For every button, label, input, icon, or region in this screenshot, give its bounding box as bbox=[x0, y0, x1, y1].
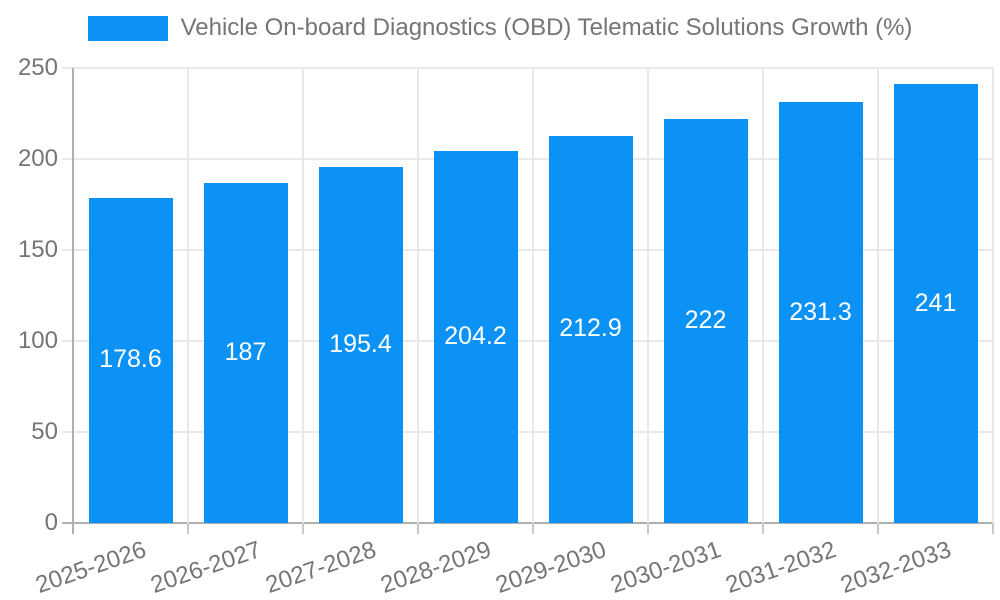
x-category-label: 2031-2032 bbox=[721, 536, 840, 599]
bar-value-label: 212.9 bbox=[559, 314, 622, 343]
x-tick bbox=[417, 523, 419, 534]
bar bbox=[203, 182, 288, 523]
bar bbox=[893, 84, 978, 523]
x-tick bbox=[187, 523, 189, 534]
bar-value-label: 178.6 bbox=[99, 345, 162, 374]
legend-label: Vehicle On-board Diagnostics (OBD) Telem… bbox=[180, 14, 913, 41]
legend-swatch bbox=[87, 15, 168, 41]
y-tick-label: 200 bbox=[17, 145, 58, 172]
bar bbox=[88, 197, 173, 523]
x-category-label: 2030-2031 bbox=[606, 536, 725, 599]
x-tick bbox=[877, 523, 879, 534]
bar bbox=[778, 102, 863, 523]
x-category-label: 2032-2033 bbox=[836, 536, 955, 599]
v-gridline bbox=[302, 68, 304, 523]
v-gridline bbox=[992, 68, 994, 523]
bar-value-label: 241 bbox=[914, 288, 957, 317]
x-category-label: 2028-2029 bbox=[376, 536, 495, 599]
bar-value-label: 187 bbox=[224, 337, 267, 366]
bar bbox=[433, 151, 518, 523]
y-tick-label: 100 bbox=[17, 327, 58, 354]
y-axis-line bbox=[72, 68, 74, 534]
x-category-label: 2026-2027 bbox=[146, 536, 265, 599]
v-gridline bbox=[647, 68, 649, 523]
chart-legend: Vehicle On-board Diagnostics (OBD) Telem… bbox=[0, 14, 1000, 42]
bar-value-label: 204.2 bbox=[444, 322, 507, 351]
y-tick-label: 150 bbox=[17, 236, 58, 263]
y-tick-label: 50 bbox=[31, 418, 58, 445]
x-category-label: 2029-2030 bbox=[491, 536, 610, 599]
h-gridline bbox=[62, 67, 993, 69]
h-gridline bbox=[62, 158, 993, 160]
v-gridline bbox=[762, 68, 764, 523]
x-category-label: 2027-2028 bbox=[261, 536, 380, 599]
bar bbox=[548, 135, 633, 523]
bar bbox=[318, 167, 403, 523]
x-tick bbox=[647, 523, 649, 534]
v-gridline bbox=[417, 68, 419, 523]
y-tick-label: 250 bbox=[17, 54, 58, 81]
bar bbox=[663, 118, 748, 523]
x-category-label: 2025-2026 bbox=[31, 536, 150, 599]
h-gridline bbox=[62, 249, 993, 251]
v-gridline bbox=[532, 68, 534, 523]
bar-value-label: 195.4 bbox=[329, 330, 392, 359]
h-gridline bbox=[62, 340, 993, 342]
bar-value-label: 231.3 bbox=[789, 297, 852, 326]
h-gridline bbox=[62, 431, 993, 433]
x-tick bbox=[762, 523, 764, 534]
x-tick bbox=[532, 523, 534, 534]
x-tick bbox=[992, 523, 994, 534]
v-gridline bbox=[187, 68, 189, 523]
x-axis-baseline bbox=[62, 522, 993, 524]
x-tick bbox=[302, 523, 304, 534]
y-tick-label: 0 bbox=[44, 509, 58, 536]
v-gridline bbox=[877, 68, 879, 523]
bar-value-label: 222 bbox=[684, 305, 727, 334]
